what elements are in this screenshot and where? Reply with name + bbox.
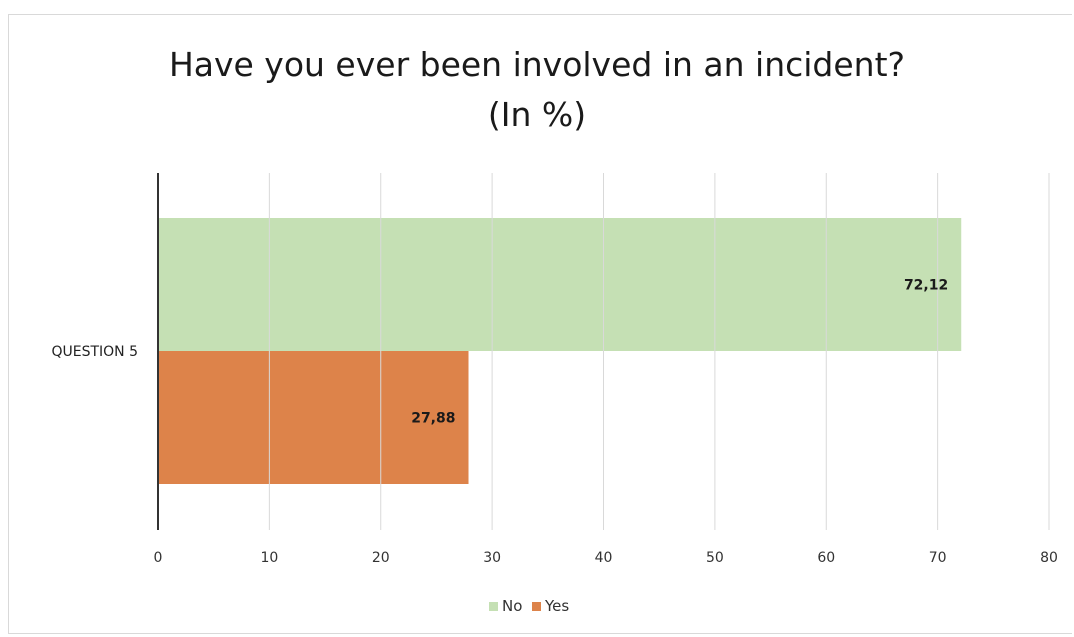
x-tick-label: 50 [706,550,724,566]
legend-label-no: No [502,597,522,615]
x-tick-label: 80 [1040,550,1058,566]
legend-swatch-no [489,602,498,611]
x-tick-label: 10 [260,550,278,566]
x-tick-label: 30 [483,550,501,566]
data-label-no: 72,12 [904,278,948,294]
x-tick-label: 40 [595,550,613,566]
data-label-yes: 27,88 [411,411,455,427]
bar-yes [158,351,469,484]
x-tick-label: 0 [154,550,163,566]
chart-frame [8,14,1072,634]
chart-title-line1: Have you ever been involved in an incide… [168,45,906,84]
x-tick-label: 70 [929,550,947,566]
x-tick-label: 60 [817,550,835,566]
legend-swatch-yes [532,602,541,611]
bar-no [158,218,962,351]
legend-label-yes: Yes [544,597,569,615]
chart-title: Have you ever been involved in an incide… [0,40,1074,140]
category-label: QUESTION 5 [51,344,138,360]
x-tick-label: 20 [372,550,390,566]
chart-title-line2: (In %) [487,95,587,134]
